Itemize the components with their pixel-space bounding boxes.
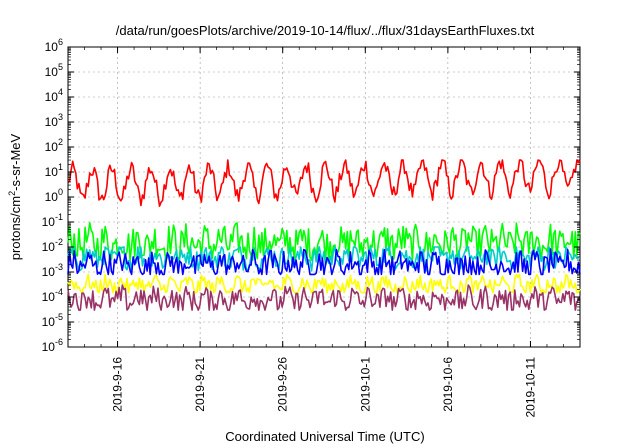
x-tick-label: 2019-10-6 <box>441 357 455 412</box>
series-layer <box>67 159 581 311</box>
y-tick-label: 105 <box>45 62 63 79</box>
y-tick-label: 100 <box>45 187 63 204</box>
x-tick-label: 2019-9-16 <box>111 357 125 412</box>
y-tick-label: 101 <box>45 162 63 179</box>
y-tick-label: 10-3 <box>42 262 63 279</box>
y-axis-ticks: 10-6 10-5 10-4 10-3 10-2 10-1 100 101 102 103 104 1… <box>42 37 580 354</box>
chart-title: /data/run/goesPlots/archive/2019-10-14/f… <box>116 23 535 38</box>
y-tick-label: 10-5 <box>42 312 63 329</box>
series-line-1 <box>67 221 581 261</box>
x-tick-label: 2019-9-26 <box>276 357 290 412</box>
y-axis-label: protons/cm2-s-sr-MeV <box>7 133 23 260</box>
y-tick-label: 103 <box>45 112 63 129</box>
plot-area: 10-6 10-5 10-4 10-3 10-2 10-1 100 101 102 103 104 1… <box>42 37 581 418</box>
y-tick-label: 104 <box>45 87 63 104</box>
x-tick-label: 2019-10-1 <box>358 357 372 412</box>
x-axis-label: Coordinated Universal Time (UTC) <box>225 429 424 444</box>
y-tick-label: 10-1 <box>42 212 63 229</box>
x-tick-label: 2019-9-21 <box>193 357 207 412</box>
y-tick-label: 10-6 <box>42 337 63 354</box>
y-tick-label: 106 <box>45 37 63 54</box>
y-tick-label: 102 <box>45 137 63 154</box>
y-tick-label: 10-4 <box>42 287 63 304</box>
x-axis-ticks: 2019-9-16 2019-9-21 2019-9-26 2019-10-1 2019… <box>84 47 564 418</box>
series-line-5 <box>67 284 581 311</box>
series-line-4 <box>67 273 581 294</box>
x-tick-label: 2019-10-11 <box>523 357 537 418</box>
series-line-3 <box>67 248 581 276</box>
series-line-0 <box>67 159 581 207</box>
y-tick-label: 10-2 <box>42 237 63 254</box>
